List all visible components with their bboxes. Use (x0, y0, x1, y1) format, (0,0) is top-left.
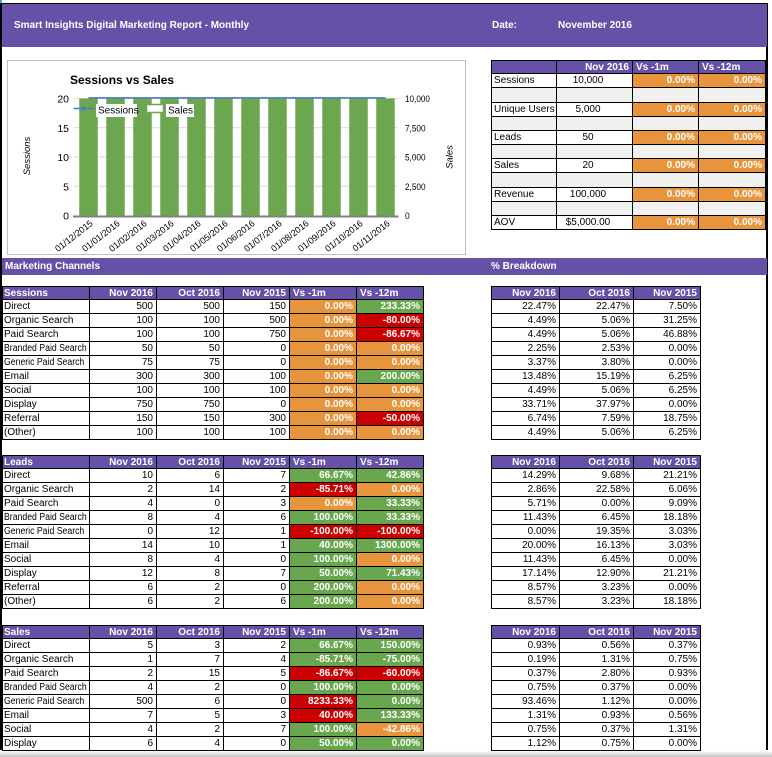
svg-text:Sales: Sales (445, 145, 456, 169)
svg-text:7,500: 7,500 (405, 123, 426, 134)
svg-text:0: 0 (63, 211, 69, 223)
svg-text:5,000: 5,000 (405, 153, 426, 164)
svg-text:15: 15 (57, 123, 69, 135)
svg-text:2,500: 2,500 (405, 182, 426, 193)
svg-text:Sessions vs Sales: Sessions vs Sales (70, 73, 174, 87)
svg-text:Sessions: Sessions (22, 136, 33, 175)
svg-text:10,000: 10,000 (405, 94, 430, 105)
svg-text:Sales: Sales (168, 106, 193, 117)
svg-text:5: 5 (63, 181, 69, 193)
svg-text:10: 10 (57, 152, 69, 164)
svg-text:Sessions: Sessions (98, 106, 139, 117)
svg-text:20: 20 (57, 94, 69, 106)
svg-text:0: 0 (405, 211, 410, 222)
